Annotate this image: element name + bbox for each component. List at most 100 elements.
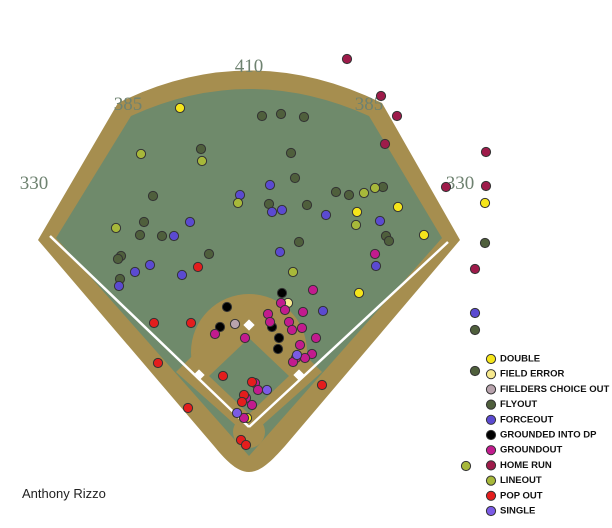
hit-point [274, 246, 286, 258]
hit-point [264, 316, 276, 328]
base [293, 369, 305, 381]
hit-point [341, 53, 353, 65]
outfield-grass [56, 89, 442, 456]
hit-point [469, 307, 481, 319]
hit-point [209, 328, 221, 340]
hit-point [298, 111, 310, 123]
hit-point [418, 229, 430, 241]
hit-point [286, 324, 298, 336]
hit-point [316, 379, 328, 391]
hit-point [232, 197, 244, 209]
legend-label: SINGLE [500, 506, 535, 517]
hit-point [375, 90, 387, 102]
hit-point [358, 187, 370, 199]
hit-point [264, 179, 276, 191]
distance-label: 330 [446, 173, 475, 194]
hit-point [147, 190, 159, 202]
legend-marker [485, 490, 497, 501]
hit-point [182, 402, 194, 414]
hit-point [113, 280, 125, 292]
hit-point [266, 206, 278, 218]
hit-point [285, 147, 297, 159]
hit-point [379, 138, 391, 150]
hit-point [293, 236, 305, 248]
hit-point [236, 396, 248, 408]
legend-label: GROUNDED INTO DP [500, 430, 597, 441]
distance-label: 410 [235, 56, 264, 77]
hit-point [112, 253, 124, 265]
legend-marker [485, 475, 497, 486]
hit-point [135, 148, 147, 160]
hit-point [203, 248, 215, 260]
hit-point [351, 206, 363, 218]
hit-point [134, 229, 146, 241]
hit-point [479, 237, 491, 249]
legend: DOUBLE FIELD ERROR FIELDERS CHOICE OUT FLYO… [485, 354, 609, 517]
hit-point [192, 261, 204, 273]
hit-point [110, 222, 122, 234]
hit-point [238, 412, 250, 424]
hit-point [148, 317, 160, 329]
hit-point [391, 110, 403, 122]
hit-point [138, 216, 150, 228]
hit-point [168, 230, 180, 242]
hit-point [214, 321, 226, 333]
hit-point [297, 306, 309, 318]
base [243, 319, 255, 331]
hit-point [479, 197, 491, 209]
hit-point [279, 304, 291, 316]
hit-point [289, 172, 301, 184]
hit-point [392, 201, 404, 213]
hit-point [317, 305, 329, 317]
legend-label: LINEOUT [500, 475, 542, 486]
hit-point [307, 284, 319, 296]
hit-point [156, 230, 168, 242]
legend-label: DOUBLE [500, 354, 540, 365]
foul-line [49, 235, 250, 428]
hit-point [272, 343, 284, 355]
hit-point [343, 189, 355, 201]
hit-point [152, 357, 164, 369]
hit-point [246, 376, 258, 388]
hit-point [252, 384, 264, 396]
field [38, 70, 460, 472]
legend-marker [485, 445, 497, 456]
hit-point [469, 365, 481, 377]
hit-point [383, 235, 395, 247]
hit-point [240, 439, 252, 451]
hit-point [239, 332, 251, 344]
distance-label: 385 [114, 94, 143, 115]
hit-point [174, 102, 186, 114]
hit-point [296, 322, 308, 334]
base [193, 369, 205, 381]
foul-line [248, 241, 449, 428]
legend-label: GROUNDOUT [500, 445, 562, 456]
hit-point [294, 339, 306, 351]
legend-label: FIELD ERROR [500, 369, 565, 380]
hit-point [370, 260, 382, 272]
legend-marker [485, 369, 497, 380]
hit-point [185, 317, 197, 329]
hit-point [256, 110, 268, 122]
hit-point [369, 248, 381, 260]
hit-point [276, 287, 288, 299]
hit-point [291, 349, 303, 361]
hit-point [261, 384, 273, 396]
hit-point [330, 186, 342, 198]
hit-point [440, 181, 452, 193]
legend-label: FORCEOUT [500, 414, 554, 425]
hit-point [276, 204, 288, 216]
hit-point [469, 324, 481, 336]
hit-point [221, 301, 233, 313]
legend-marker [485, 429, 497, 441]
chart-title: Anthony Rizzo [22, 486, 106, 501]
infield-grass [209, 338, 289, 414]
hit-point [480, 180, 492, 192]
legend-label: POP OUT [500, 490, 543, 501]
legend-marker [485, 505, 497, 517]
legend-marker [485, 384, 497, 395]
hit-point [231, 407, 243, 419]
hit-point [217, 370, 229, 382]
